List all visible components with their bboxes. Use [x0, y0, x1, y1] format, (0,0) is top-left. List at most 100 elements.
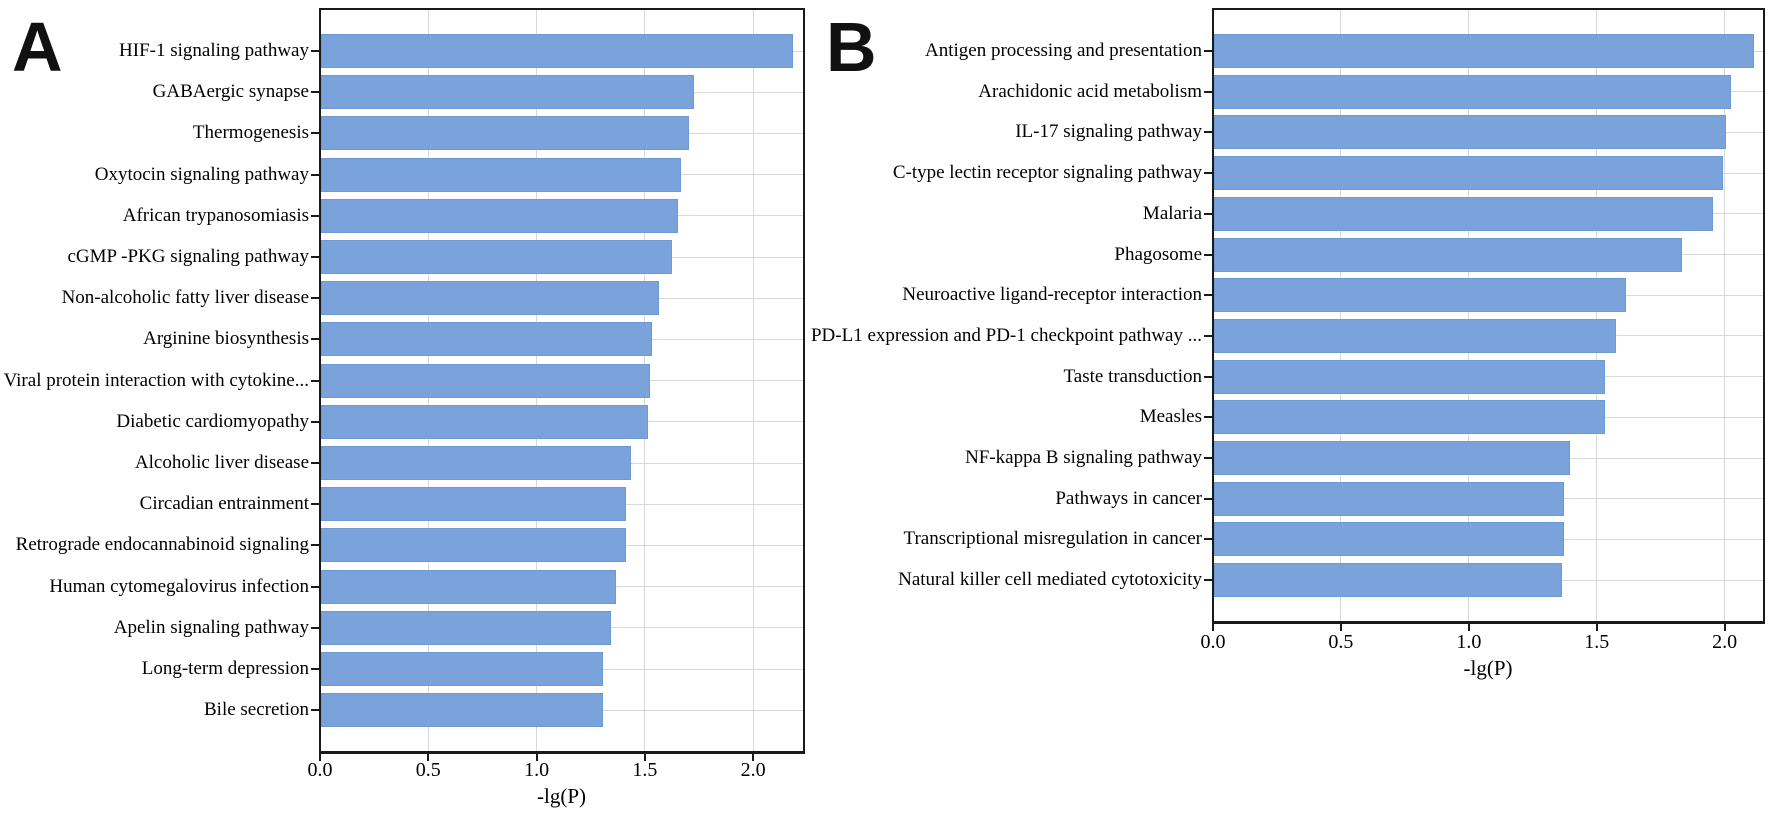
vertical-gridline [1340, 10, 1342, 622]
y-axis-tick [311, 626, 320, 629]
bar [321, 652, 603, 686]
x-axis-tick [1212, 622, 1214, 631]
y-axis-tick [1204, 172, 1213, 175]
bar [1214, 115, 1726, 150]
category-label: Oxytocin signaling pathway [94, 163, 309, 185]
x-axis-tick [1723, 622, 1726, 631]
category-label: Diabetic cardiomyopathy [116, 410, 309, 432]
bar [321, 693, 603, 728]
y-axis-tick [311, 132, 320, 135]
category-label: Circadian entrainment [139, 493, 309, 515]
y-axis-tick [1204, 497, 1213, 500]
x-axis-tick-label: 2.0 [740, 759, 766, 781]
bar [321, 404, 648, 439]
y-axis-tick [1204, 131, 1213, 134]
y-axis-tick [311, 338, 320, 341]
x-axis-tick [427, 752, 430, 761]
category-label: GABAergic synapse [152, 81, 309, 103]
category-label: Malaria [1142, 202, 1202, 224]
x-axis-title-a: -lg(P) [537, 784, 586, 808]
vertical-gridline [1468, 10, 1470, 622]
bar [1214, 563, 1562, 598]
x-axis-tick [1467, 622, 1470, 631]
y-axis-tick [311, 503, 320, 506]
bar [321, 198, 678, 233]
bar [1214, 34, 1754, 68]
category-label: Taste transduction [1063, 365, 1203, 387]
bar [1214, 441, 1570, 475]
bar [321, 487, 626, 522]
category-label: NF-kappa B signaling pathway [965, 447, 1202, 468]
category-label: African trypanosomiasis [122, 204, 309, 226]
category-label: Neuroactive ligand-receptor interaction [902, 284, 1202, 306]
y-axis-tick [311, 420, 320, 423]
y-axis-tick [311, 462, 320, 464]
y-axis-tick [1204, 212, 1213, 215]
x-axis-tick [643, 752, 646, 761]
x-axis-tick-label: 0.0 [307, 759, 333, 781]
x-axis-tick-label: 1.0 [524, 759, 550, 781]
panel-b-letter: B [826, 8, 877, 86]
category-label: Bile secretion [204, 699, 309, 721]
bar [321, 569, 616, 604]
y-axis-tick [311, 91, 320, 94]
category-label: Arachidonic acid metabolism [978, 80, 1202, 102]
bar [321, 240, 672, 274]
bar [1214, 400, 1605, 435]
y-axis-tick [1204, 416, 1213, 419]
y-axis-tick [311, 585, 320, 588]
vertical-gridline [1596, 10, 1598, 622]
bar [321, 281, 659, 316]
category-label: PD-L1 expression and PD-1 checkpoint pat… [810, 324, 1202, 346]
x-axis-tick [1339, 622, 1342, 631]
x-axis-tick-label: 0.5 [1328, 631, 1354, 653]
x-axis-tick [535, 752, 538, 761]
bar [1214, 359, 1605, 394]
y-axis-tick [1204, 253, 1213, 256]
category-label: Long-term depression [141, 658, 309, 679]
category-label: Arginine biosynthesis [143, 328, 309, 350]
bar [1214, 156, 1723, 191]
bar [321, 610, 611, 645]
x-axis-tick-label: 0.0 [1200, 631, 1226, 653]
y-axis-tick [311, 297, 320, 300]
y-axis-tick [1204, 579, 1213, 582]
bar [1214, 481, 1564, 516]
x-axis-tick-label: 1.0 [1456, 631, 1482, 653]
bar [321, 34, 793, 68]
category-label: Alcoholic liver disease [134, 452, 309, 473]
category-label: Pathways in cancer [1055, 487, 1202, 509]
x-axis-title-b: -lg(P) [1463, 656, 1513, 680]
category-label: Apelin signaling pathway [113, 616, 309, 638]
y-axis-tick [311, 709, 320, 712]
y-axis-tick [1204, 538, 1213, 541]
category-label: Measles [1139, 406, 1202, 428]
x-axis-tick-label: 0.5 [415, 759, 441, 781]
category-label: HIF-1 signaling pathway [119, 40, 309, 61]
x-axis-tick-label: 1.5 [1584, 631, 1610, 653]
category-label: cGMP -PKG signaling pathway [67, 246, 309, 267]
panel-a-letter: A [12, 8, 63, 86]
bar [1214, 522, 1564, 557]
y-axis-tick [1204, 457, 1213, 459]
bar [321, 322, 652, 357]
bar [321, 116, 689, 151]
bar [321, 446, 631, 480]
bar [1214, 74, 1731, 109]
bar [321, 75, 694, 110]
category-label: Retrograde endocannabinoid signaling [15, 534, 309, 556]
bar [1214, 196, 1713, 231]
category-label: Antigen processing and presentation [924, 40, 1202, 61]
x-axis-tick-label: 2.0 [1712, 631, 1738, 653]
bar [1214, 318, 1616, 353]
y-axis-tick [311, 214, 320, 217]
category-label: IL-17 signaling pathway [1015, 121, 1202, 143]
category-label: Viral protein interaction with cytokine.… [3, 369, 309, 391]
y-axis-tick [311, 379, 320, 382]
x-axis-tick [1595, 622, 1598, 631]
category-label: Human cytomegalovirus infection [49, 575, 309, 597]
y-axis-tick [311, 668, 320, 670]
category-label: Transcriptional misregulation in cancer [903, 528, 1202, 550]
x-axis-tick [319, 752, 321, 761]
